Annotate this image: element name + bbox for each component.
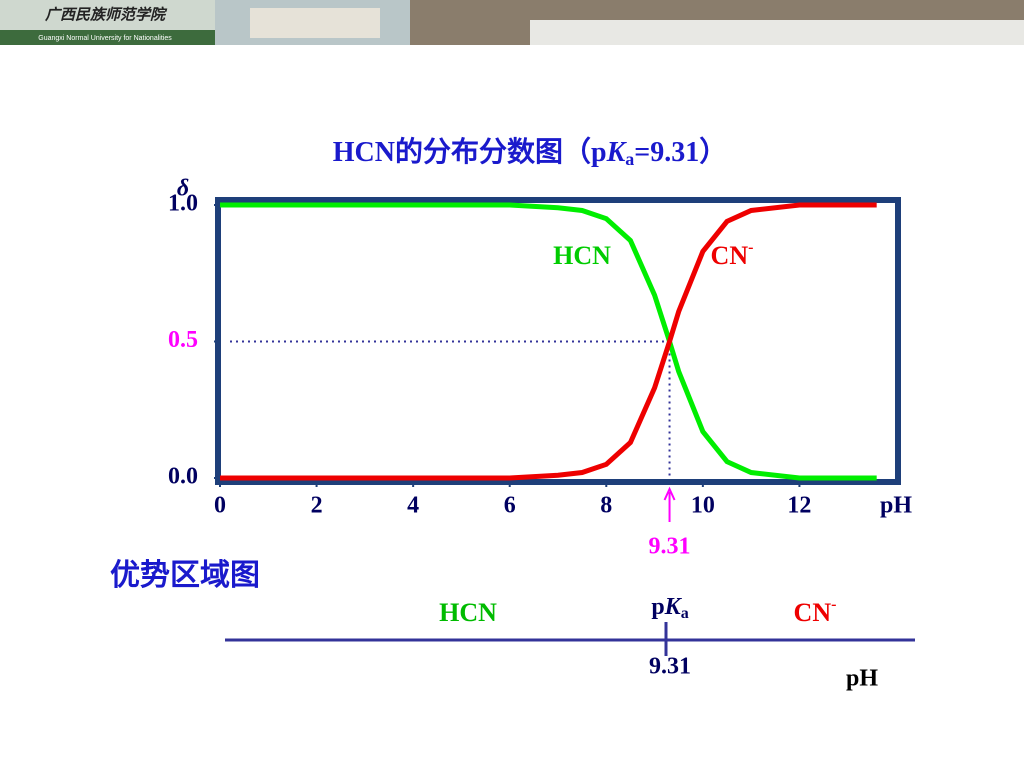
title-part: =9.31） (634, 135, 727, 168)
x-tick-label: 4 (407, 493, 419, 519)
marker-part: p (651, 594, 664, 620)
header-banner: 广西民族师范学院 Guangxi Normal University for N… (0, 0, 1024, 45)
dominance-marker-label: pKa (651, 594, 688, 622)
x-tick-label: 2 (311, 493, 323, 519)
y-tick-label: 0.0 (168, 464, 198, 490)
series-label: HCN (553, 241, 611, 270)
title-part: K (606, 137, 628, 168)
series-line (220, 202, 877, 481)
dominance-title: 优势区域图 (110, 559, 260, 592)
dominance-left: HCN (439, 598, 497, 627)
dominance-marker-value: 9.31 (649, 654, 691, 680)
pka-arrowhead (663, 486, 676, 501)
marker-part: a (681, 605, 689, 622)
right-part: CN (794, 598, 832, 627)
x-tick-label: 6 (504, 493, 516, 519)
right-part: - (831, 596, 836, 613)
x-tick-label: 0 (214, 493, 226, 519)
series-line (220, 202, 877, 481)
series-label-part: - (748, 239, 753, 256)
x-tick-label: 12 (787, 493, 811, 519)
photo-lab-coats (530, 20, 1024, 45)
pka-label: 9.31 (649, 534, 691, 560)
y-axis-label: δ (177, 176, 189, 202)
series-label-part: CN (711, 241, 749, 270)
x-tick-label: 10 (691, 493, 715, 519)
photo-building-facade (250, 8, 380, 38)
dominance-right: CN- (794, 596, 837, 627)
y-tick-label: 0.5 (168, 327, 198, 353)
school-name-cn: 广西民族师范学院 (44, 5, 168, 23)
x-axis-label: pH (880, 493, 912, 519)
dominance-axis-label: pH (846, 666, 878, 692)
title-part: a (625, 149, 634, 169)
logo-strip (0, 30, 215, 45)
y-tick-label: 1.0 (168, 191, 198, 217)
school-name-en: Guangxi Normal University for Nationalit… (38, 35, 172, 42)
series-label: CN- (711, 239, 754, 270)
title-part: HCN的分布分数图（p (333, 135, 607, 168)
x-tick-label: 8 (600, 493, 612, 519)
chart-title: HCN的分布分数图（pKa=9.31） (333, 135, 727, 169)
marker-part: K (664, 594, 683, 620)
plot: 0.0 0.5 1.0 0 2 4 6 8 10 12 pH 9.31 HCN CN- (168, 191, 912, 560)
